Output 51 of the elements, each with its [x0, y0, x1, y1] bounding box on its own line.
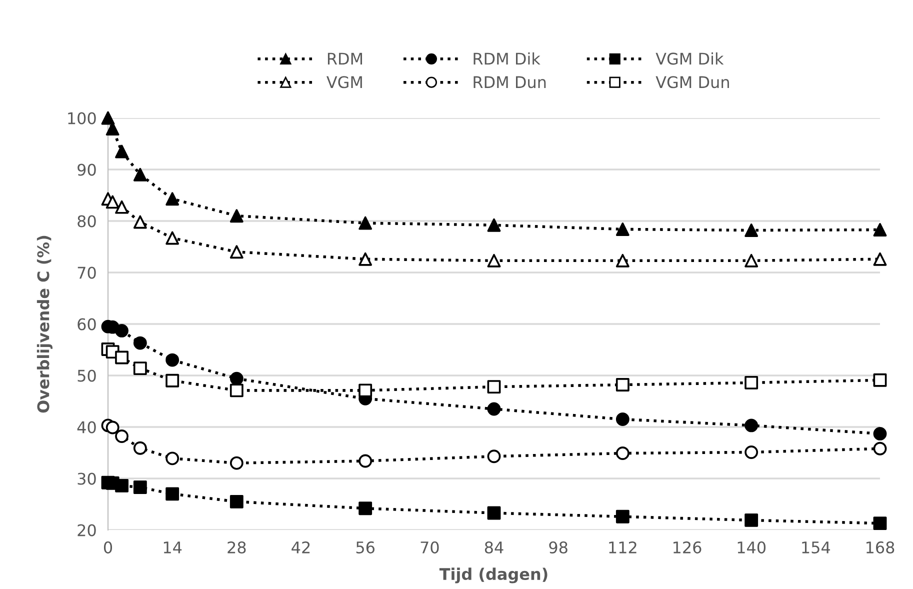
x-tick-label: 140 — [738, 541, 766, 554]
x-tick-label: 14 — [164, 542, 182, 554]
x-tick-label: 0 — [104, 541, 112, 554]
x-tick-label: 42 — [292, 541, 310, 554]
legend-label: RDM Dun — [474, 76, 546, 88]
legend-label: RDM Dik — [474, 52, 540, 64]
legend-label: RDM — [328, 52, 362, 64]
y-axis-title: Overblijvende C (%) — [36, 236, 53, 413]
point — [744, 254, 758, 268]
x-tick-label: 56 — [356, 541, 374, 554]
point — [106, 195, 120, 209]
y-tick-label: 90 — [78, 164, 96, 176]
point — [106, 122, 120, 136]
x-tick-label: 84 — [484, 541, 504, 554]
point — [873, 252, 887, 266]
x-tick-label: 168 — [866, 541, 894, 554]
point — [487, 254, 501, 268]
y-tick-label: 20 — [78, 524, 96, 536]
x-tick-label: 154 — [802, 542, 830, 554]
point — [616, 254, 630, 268]
legend-label: VGM Dun — [656, 76, 729, 88]
y-tick-label: 70 — [78, 266, 96, 279]
y-tick-label: 100 — [68, 112, 96, 124]
point — [133, 215, 147, 229]
point — [358, 252, 372, 266]
y-tick-label: 60 — [78, 318, 96, 330]
x-axis-title: Tijd (dagen) — [439, 568, 548, 584]
y-tick-label: 80 — [78, 215, 96, 228]
point — [101, 111, 115, 125]
legend-label: VGM — [326, 76, 362, 88]
point — [115, 200, 128, 214]
y-tick-label: 30 — [78, 472, 96, 485]
point — [873, 223, 887, 236]
point — [133, 168, 147, 182]
x-tick-label: 126 — [674, 541, 702, 554]
x-tick-label: 28 — [228, 541, 246, 554]
y-tick-label: 50 — [78, 370, 96, 382]
point — [166, 231, 180, 245]
point — [487, 218, 501, 232]
point — [358, 216, 372, 230]
point — [166, 192, 180, 206]
x-tick-label: 112 — [609, 541, 636, 554]
point — [115, 144, 128, 158]
point — [744, 224, 758, 237]
point — [616, 222, 630, 236]
x-tick-label: 98 — [549, 541, 568, 554]
point — [230, 245, 244, 259]
legend-label: VGM Dik — [656, 52, 724, 65]
y-tick-label: 40 — [77, 421, 96, 434]
x-tick-label: 70 — [420, 541, 439, 554]
point — [230, 209, 244, 223]
